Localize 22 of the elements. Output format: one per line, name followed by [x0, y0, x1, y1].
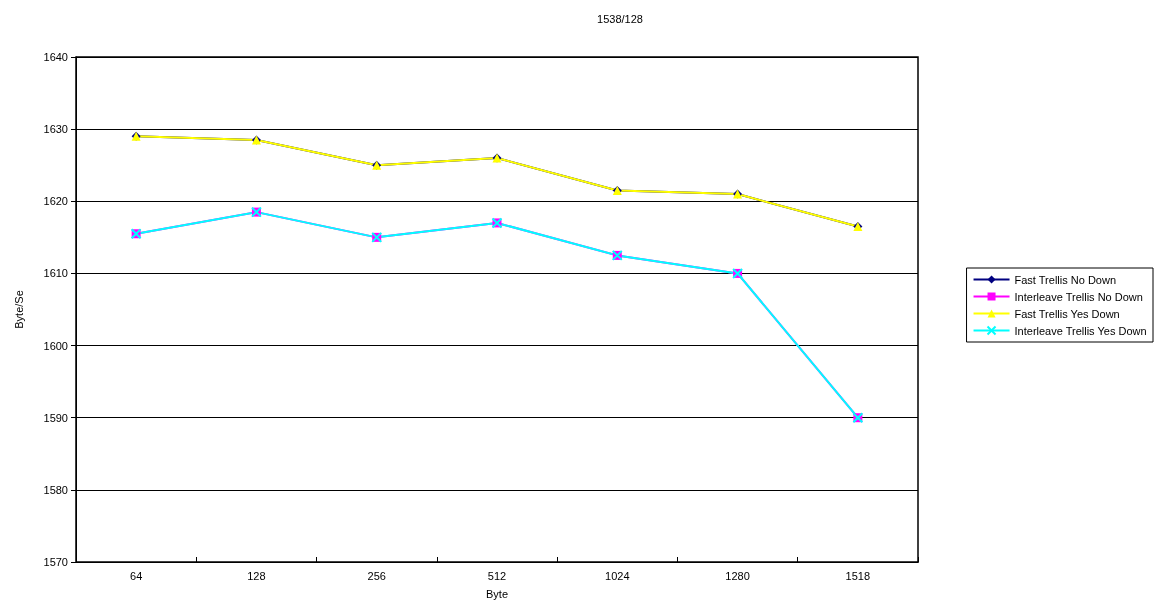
legend-label: Interleave Trellis Yes Down [1014, 324, 1147, 337]
x-tick-label: 1518 [845, 569, 871, 582]
y-tick-label: 1640 [43, 51, 68, 63]
x-tick-label: 256 [367, 569, 386, 582]
legend-label: Fast Trellis No Down [1014, 273, 1117, 286]
x-tick-label: 1024 [605, 569, 630, 582]
y-tick-label: 1580 [43, 483, 68, 496]
y-tick-label: 1610 [43, 267, 68, 280]
x-axis-title: Byte [485, 587, 509, 600]
y-tick-label: 1630 [43, 123, 68, 136]
x-tick-label: 64 [130, 569, 143, 582]
y-axis-title: Byte/Se [12, 290, 25, 329]
x-tick-label: 128 [247, 569, 266, 582]
x-tick-label: 512 [487, 569, 507, 582]
chart-title: 1538/128 [597, 12, 643, 25]
y-tick-label: 1570 [43, 556, 68, 568]
y-tick-label: 1590 [43, 411, 68, 424]
y-tick-label: 1600 [43, 339, 68, 352]
x-tick-label: 1280 [725, 569, 750, 582]
y-tick-label: 1620 [43, 195, 68, 208]
legend-label: Fast Trellis Yes Down [1014, 307, 1120, 320]
legend-label: Interleave Trellis No Down [1014, 290, 1143, 303]
